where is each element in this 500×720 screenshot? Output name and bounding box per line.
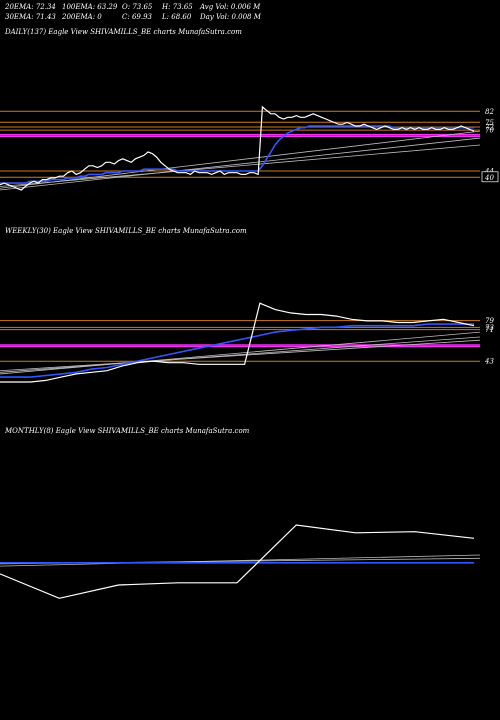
ema-blue-series	[0, 125, 474, 184]
price-level-label: 79	[485, 317, 494, 325]
price-series	[0, 524, 475, 599]
stat-20ema: 20EMA: 72.34	[5, 3, 56, 11]
gray-ma-line	[0, 554, 481, 567]
price-level-label: 82	[485, 108, 494, 116]
stat-day-vol: Day Vol: 0.008 M	[200, 13, 261, 21]
monthly-panel-title: MONTHLY(8) Eagle View SHIVAMILLS_BE char…	[5, 427, 250, 435]
gray-ma-line	[0, 130, 481, 189]
price-level-label: 70	[485, 127, 494, 135]
stat-100ema: 100EMA: 63.29	[62, 3, 118, 11]
price-level-label: 43	[484, 358, 494, 366]
price-level-box	[481, 171, 499, 183]
price-series	[0, 105, 475, 191]
gray-ma-line	[0, 331, 481, 375]
stat-low: L: 68.60	[162, 13, 192, 21]
price-level-label: 40	[484, 174, 494, 182]
price-level-label: 73	[485, 324, 494, 332]
gray-ma-line	[0, 336, 481, 373]
daily-panel-title: DAILY(137) Eagle View SHIVAMILLS_BE char…	[5, 28, 242, 36]
price-level-label: 71	[485, 326, 494, 334]
stat-open: O: 73.65	[122, 3, 153, 11]
stat-high: H: 73.65	[162, 3, 193, 11]
stat-30ema: 30EMA: 71.43	[5, 13, 56, 21]
gray-ma-line	[0, 339, 481, 372]
gray-ma-line	[0, 137, 481, 191]
weekly-panel-title: WEEKLY(30) Eagle View SHIVAMILLS_BE char…	[5, 227, 247, 235]
gray-ma-line	[0, 144, 481, 187]
stat-close: C: 69.93	[122, 13, 152, 21]
ema-blue-series	[0, 323, 474, 378]
price-level-label: 72	[485, 124, 494, 132]
stat-200ema: 200EMA: 0	[62, 13, 102, 21]
price-series	[0, 302, 475, 383]
stat-avg-vol: Avg Vol: 0.006 M	[200, 3, 261, 11]
price-level-label: 75	[485, 119, 494, 127]
